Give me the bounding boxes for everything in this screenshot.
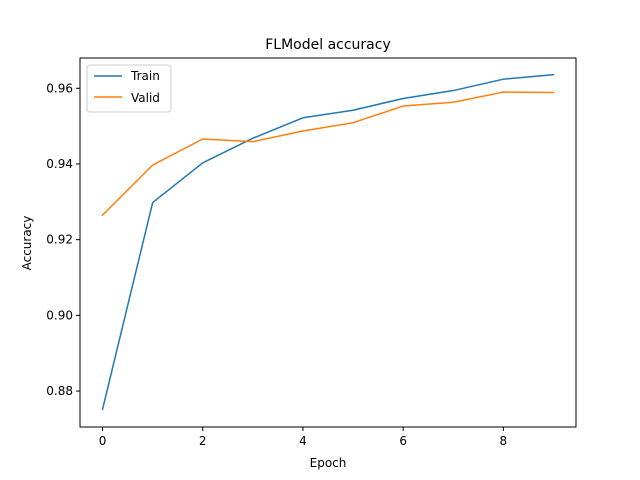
- series-line-valid: [101, 91, 555, 217]
- plot-area: [79, 57, 577, 428]
- y-tick-label: 0.88: [46, 384, 73, 398]
- y-tick-label: 0.96: [46, 81, 73, 95]
- x-axis: 0 2 4 6 8: [99, 427, 507, 448]
- x-tick-label: 8: [500, 434, 508, 448]
- x-tick-label: 0: [99, 434, 107, 448]
- x-tick-label: 6: [399, 434, 407, 448]
- y-tick-label: 0.90: [46, 308, 73, 322]
- x-tick-label: 2: [199, 434, 207, 448]
- legend: Train Valid: [86, 64, 172, 113]
- y-tick-label: 0.94: [46, 157, 73, 171]
- series-line-train: [101, 73, 555, 411]
- y-tick-label: 0.92: [46, 233, 73, 247]
- y-axis-label: Accuracy: [20, 216, 34, 271]
- series-lines: [101, 73, 555, 411]
- legend-label-valid: Valid: [131, 91, 160, 105]
- y-axis: 0.88 0.90 0.92 0.94 0.96: [46, 81, 80, 398]
- chart-title: FLModel accuracy: [265, 37, 391, 53]
- x-axis-label: Epoch: [310, 456, 347, 470]
- x-tick-label: 4: [299, 434, 307, 448]
- legend-label-train: Train: [130, 69, 160, 83]
